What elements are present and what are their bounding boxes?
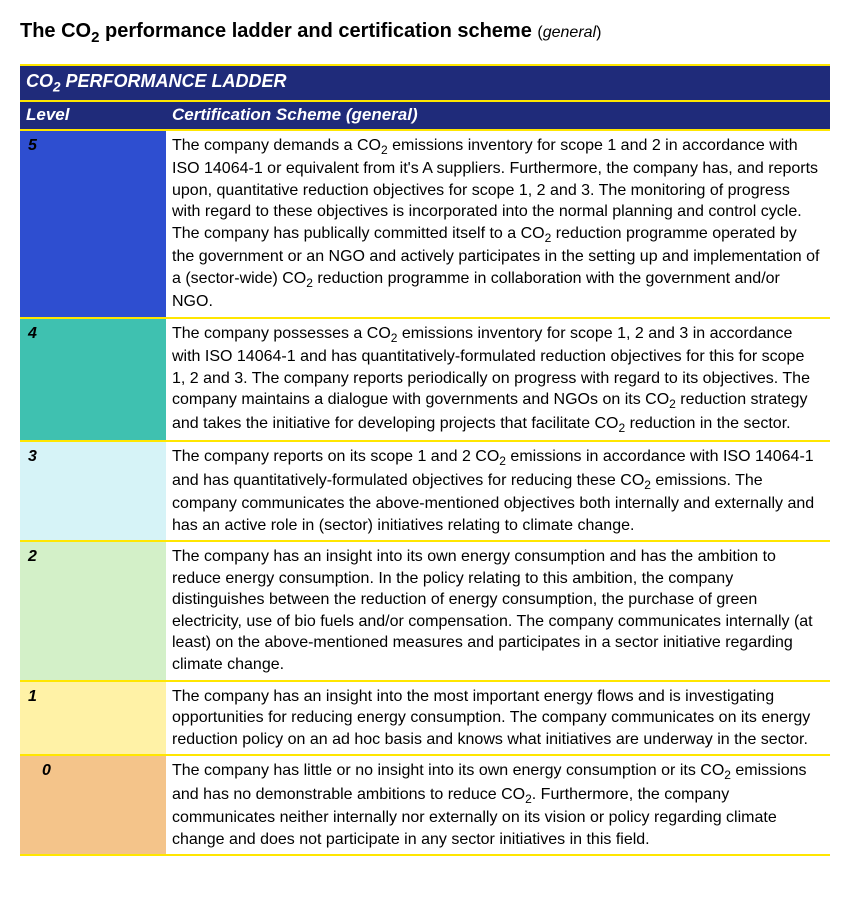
- description-cell: The company has little or no insight int…: [166, 755, 830, 855]
- level-cell: 0: [20, 755, 166, 855]
- level-cell: 2: [20, 541, 166, 681]
- title-rest: performance ladder and certification sch…: [99, 20, 537, 42]
- description-cell: The company possesses a CO2 emissions in…: [166, 318, 830, 441]
- level-cell: 1: [20, 681, 166, 756]
- table-title-pre: CO: [26, 71, 53, 91]
- level-cell: 5: [20, 130, 166, 318]
- col-header-level: Level: [20, 101, 166, 130]
- description-cell: The company demands a CO2 emissions inve…: [166, 130, 830, 318]
- ladder-table: CO2 PERFORMANCE LADDER Level Certificati…: [20, 64, 830, 856]
- level-cell: 3: [20, 441, 166, 541]
- table-row: 0The company has little or no insight in…: [20, 755, 830, 855]
- title-general: general: [543, 24, 596, 41]
- description-cell: The company has an insight into its own …: [166, 541, 830, 681]
- page-title: The CO2 performance ladder and certifica…: [20, 20, 834, 46]
- table-title-post: PERFORMANCE LADDER: [61, 71, 287, 91]
- table-row: 1The company has an insight into the mos…: [20, 681, 830, 756]
- table-row: 4The company possesses a CO2 emissions i…: [20, 318, 830, 441]
- col-header-scheme: Certification Scheme (general): [166, 101, 830, 130]
- table-row: 3The company reports on its scope 1 and …: [20, 441, 830, 541]
- description-cell: The company reports on its scope 1 and 2…: [166, 441, 830, 541]
- title-main: The CO: [20, 20, 91, 42]
- description-cell: The company has an insight into the most…: [166, 681, 830, 756]
- table-title-sub: 2: [53, 80, 61, 95]
- table-row: 2The company has an insight into its own…: [20, 541, 830, 681]
- table-title: CO2 PERFORMANCE LADDER: [20, 65, 830, 101]
- title-paren-close: ): [596, 24, 601, 41]
- level-cell: 4: [20, 318, 166, 441]
- table-row: 5The company demands a CO2 emissions inv…: [20, 130, 830, 318]
